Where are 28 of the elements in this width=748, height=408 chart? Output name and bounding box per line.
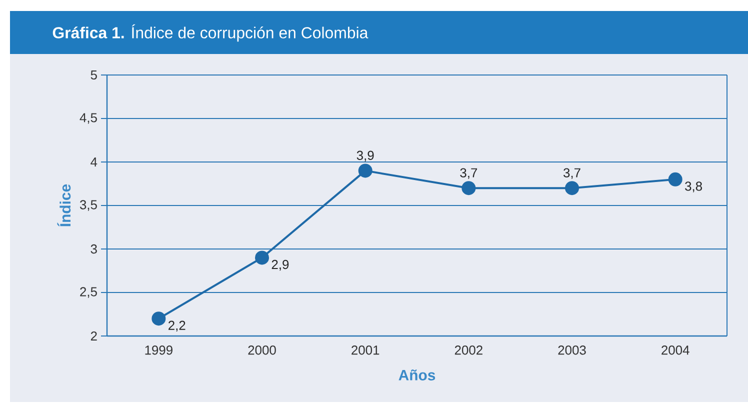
- x-axis-title: Años: [398, 370, 436, 380]
- x-tick-label: 1999: [145, 346, 172, 355]
- point: [565, 181, 580, 196]
- point: [668, 172, 682, 186]
- data-label: 2,9: [272, 260, 289, 271]
- chart-title: Gráfica 1. Índice de corrupción en Colombia: [52, 24, 368, 42]
- y-tick-label: 2,5: [80, 287, 97, 298]
- point: [358, 164, 372, 178]
- y-tick-label: 5: [90, 70, 97, 80]
- y-tick-label: 4: [90, 158, 98, 166]
- data-label: 3,9: [356, 150, 374, 162]
- x-tick-label: 2003: [558, 346, 586, 355]
- data-label: 3,7: [460, 168, 478, 179]
- x-tick-label: 2004: [662, 346, 690, 355]
- data-label: 3,8: [685, 182, 702, 192]
- y-tick-label: 3: [90, 244, 97, 254]
- y-tick-label: 2: [90, 331, 97, 341]
- x-tick-label: 2001: [352, 346, 380, 355]
- y-axis-title: Índice: [57, 184, 71, 226]
- point: [462, 181, 476, 196]
- y-tick-label: 4,5: [80, 113, 97, 124]
- data-label: 3,7: [564, 168, 580, 179]
- y-tick-label: 3,5: [80, 200, 97, 211]
- data-label: 2,2: [168, 320, 186, 332]
- point: [255, 250, 270, 265]
- x-tick-label: 2002: [454, 346, 482, 355]
- point: [152, 312, 166, 326]
- x-tick-label: 2000: [248, 346, 276, 355]
